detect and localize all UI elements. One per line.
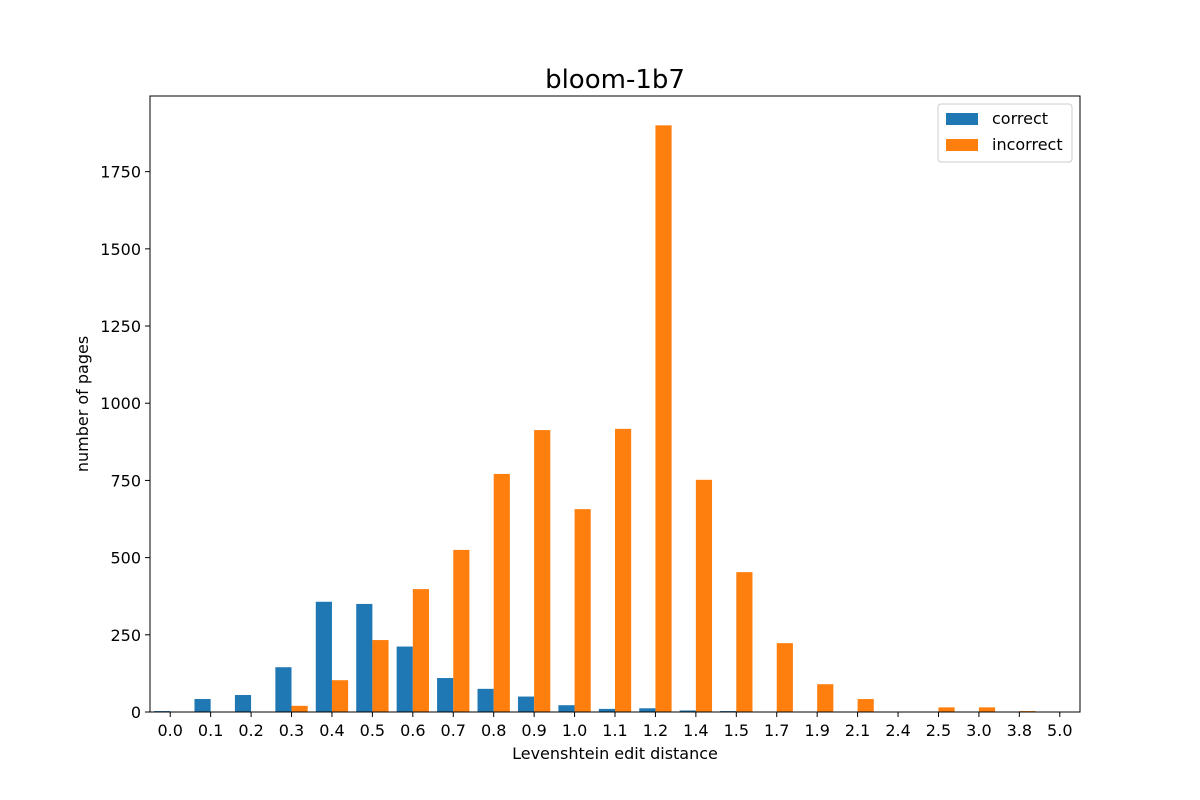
bar-correct-0.1 [194,699,211,712]
x-tick-label: 0.8 [481,721,506,740]
x-tick-label: 1.1 [602,721,627,740]
y-tick-label: 0 [131,703,141,722]
bar-incorrect-3.0 [978,707,996,712]
y-tick-label: 1750 [100,163,141,182]
x-tick-label: 1.4 [683,721,708,740]
x-axis-label: Levenshtein edit distance [512,744,718,763]
bar-incorrect-2.1 [857,699,874,712]
x-tick-label: 0.0 [157,721,182,740]
x-tick-label: 3.0 [966,721,991,740]
y-axis-label: number of pages [73,336,92,472]
x-tick-label: 2.4 [885,721,910,740]
y-tick-label: 500 [110,549,141,568]
bar-incorrect-0.3 [291,705,308,712]
legend-label-correct: correct [992,109,1048,128]
bar-correct-0.2 [234,695,252,712]
bar-incorrect-2.5 [938,707,955,712]
chart-title: bloom-1b7 [545,65,685,95]
y-tick-label: 250 [110,626,141,645]
bar-correct-0.5 [356,603,373,712]
legend: correct incorrect [937,103,1073,163]
x-tick-label: 2.1 [845,721,870,740]
bar-correct-1.4 [679,710,696,712]
x-tick-label: 3.8 [1007,721,1032,740]
x-tick-label: 1.7 [764,721,789,740]
x-tick-label: 0.6 [400,721,425,740]
bar-incorrect-0.9 [534,430,551,712]
x-tick-label: 1.2 [643,721,668,740]
x-tick-label: 0.5 [360,721,385,740]
x-tick-label: 0.9 [521,721,546,740]
x-tick-label: 0.3 [279,721,304,740]
x-tick-label: 2.5 [926,721,951,740]
y-axis: 0 250 500 750 1000 1250 1500 1750 [100,163,150,722]
bar-correct-1.0 [558,705,575,712]
bar-incorrect-1.5 [736,572,753,712]
x-tick-label: 1.0 [562,721,587,740]
legend-swatch-correct [946,113,978,125]
plot-frame [149,95,1081,713]
bar-correct-0.8 [477,688,494,712]
bar-correct-0.3 [275,667,292,712]
x-tick-label: 0.7 [441,721,466,740]
bar-correct-0.6 [396,646,413,712]
bar-correct-0.9 [517,696,535,712]
bar-incorrect-0.5 [372,640,389,712]
bar-incorrect-0.8 [493,473,510,712]
legend-label-incorrect: incorrect [992,135,1063,154]
bar-incorrect-1.2 [655,125,672,712]
y-tick-label: 1500 [100,240,141,259]
bar-correct-0.7 [437,678,454,712]
y-tick-label: 1250 [100,317,141,336]
bars-layer [154,125,1036,712]
bar-correct-0.4 [315,601,332,712]
x-axis: 0.0 0.1 0.2 0.3 0.4 0.5 0.6 0.7 0.8 0.9 1.0 1.1 1.2 1… [157,712,1073,740]
bar-incorrect-1.7 [776,643,793,712]
y-tick-label: 1000 [100,394,141,413]
x-tick-label: 0.1 [198,721,223,740]
bar-correct-1.1 [598,708,615,712]
x-tick-label: 1.5 [724,721,749,740]
bar-incorrect-0.4 [331,680,349,712]
x-tick-label: 5.0 [1047,721,1072,740]
legend-swatch-incorrect [946,139,978,151]
bar-incorrect-1.0 [574,509,591,712]
bar-incorrect-1.1 [615,428,632,712]
bar-correct-1.2 [639,708,656,712]
bar-incorrect-1.9 [817,684,834,712]
x-tick-label: 0.2 [238,721,263,740]
bar-incorrect-0.7 [453,549,470,712]
x-tick-label: 1.9 [804,721,829,740]
bar-incorrect-1.4 [695,479,713,712]
bar-incorrect-0.6 [412,589,429,712]
y-tick-label: 750 [110,471,141,490]
x-tick-label: 0.4 [319,721,344,740]
